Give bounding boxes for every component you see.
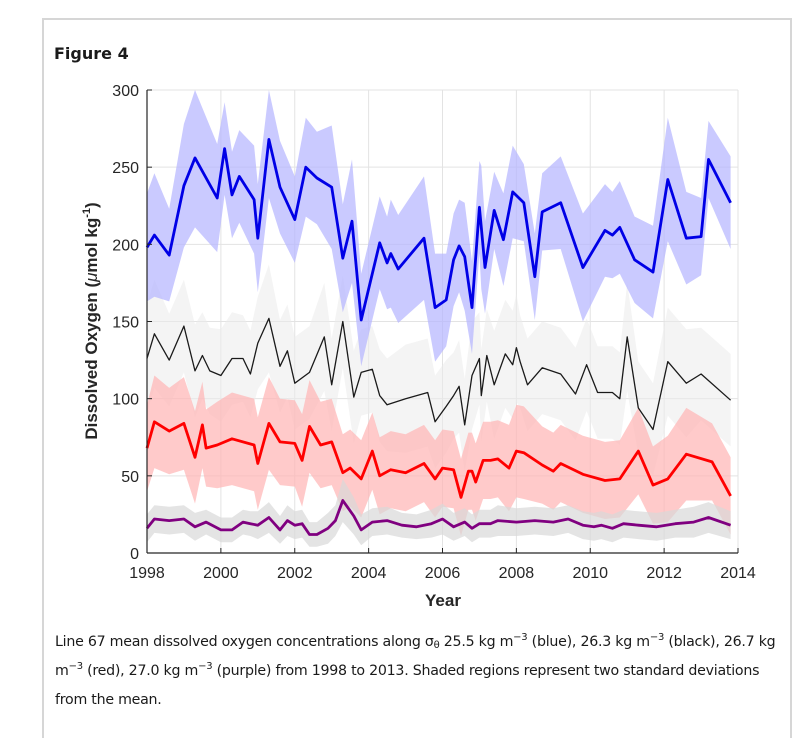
y-tick-label: 100 bbox=[112, 392, 139, 409]
x-axis-title: Year bbox=[425, 591, 461, 610]
y-tick-label: 300 bbox=[112, 83, 139, 100]
x-tick-label: 2006 bbox=[425, 565, 461, 582]
caption-superscript: −3 bbox=[513, 632, 527, 643]
x-tick-label: 2014 bbox=[720, 565, 756, 582]
caption-text: Line 67 mean dissolved oxygen concentrat… bbox=[55, 634, 434, 650]
caption-superscript: −3 bbox=[69, 661, 83, 672]
caption-superscript: −3 bbox=[198, 661, 212, 672]
y-tick-label: 0 bbox=[130, 546, 139, 563]
y-axis-title-sup: -1 bbox=[81, 208, 93, 218]
line-chart: 0 50 100 150 200 250 300 1998 2000 2002 2004 2006 20… bbox=[0, 0, 801, 716]
y-axis-title-unit: mol kg bbox=[82, 218, 101, 273]
x-tick-label: 2002 bbox=[277, 565, 313, 582]
x-tick-label: 2008 bbox=[499, 565, 535, 582]
y-tick-label: 200 bbox=[112, 237, 139, 254]
caption-text: 25.5 kg m bbox=[440, 634, 514, 650]
x-tick-label: 2010 bbox=[572, 565, 608, 582]
y-tick-label: 50 bbox=[121, 469, 139, 486]
figure-caption: Line 67 mean dissolved oxygen concentrat… bbox=[55, 628, 780, 715]
x-tick-label: 2012 bbox=[646, 565, 682, 582]
y-axis-title-main: Dissolved Oxygen ( bbox=[82, 282, 101, 440]
y-axis-title-text: Dissolved Oxygen (μmol kg-1) bbox=[81, 202, 101, 439]
y-tick-label: 250 bbox=[112, 160, 139, 177]
caption-text: (blue), 26.3 kg m bbox=[527, 634, 649, 650]
caption-text: (red), 27.0 kg m bbox=[83, 663, 198, 679]
y-axis-title-close: ) bbox=[82, 202, 101, 208]
x-tick-label: 1998 bbox=[129, 565, 165, 582]
sd-bands bbox=[147, 90, 731, 547]
y-axis-title: Dissolved Oxygen (μmol kg-1) bbox=[81, 202, 101, 439]
x-tick-label: 2000 bbox=[203, 565, 239, 582]
y-tick-label: 150 bbox=[112, 315, 139, 332]
x-tick-label: 2004 bbox=[351, 565, 387, 582]
caption-superscript: −3 bbox=[650, 632, 664, 643]
